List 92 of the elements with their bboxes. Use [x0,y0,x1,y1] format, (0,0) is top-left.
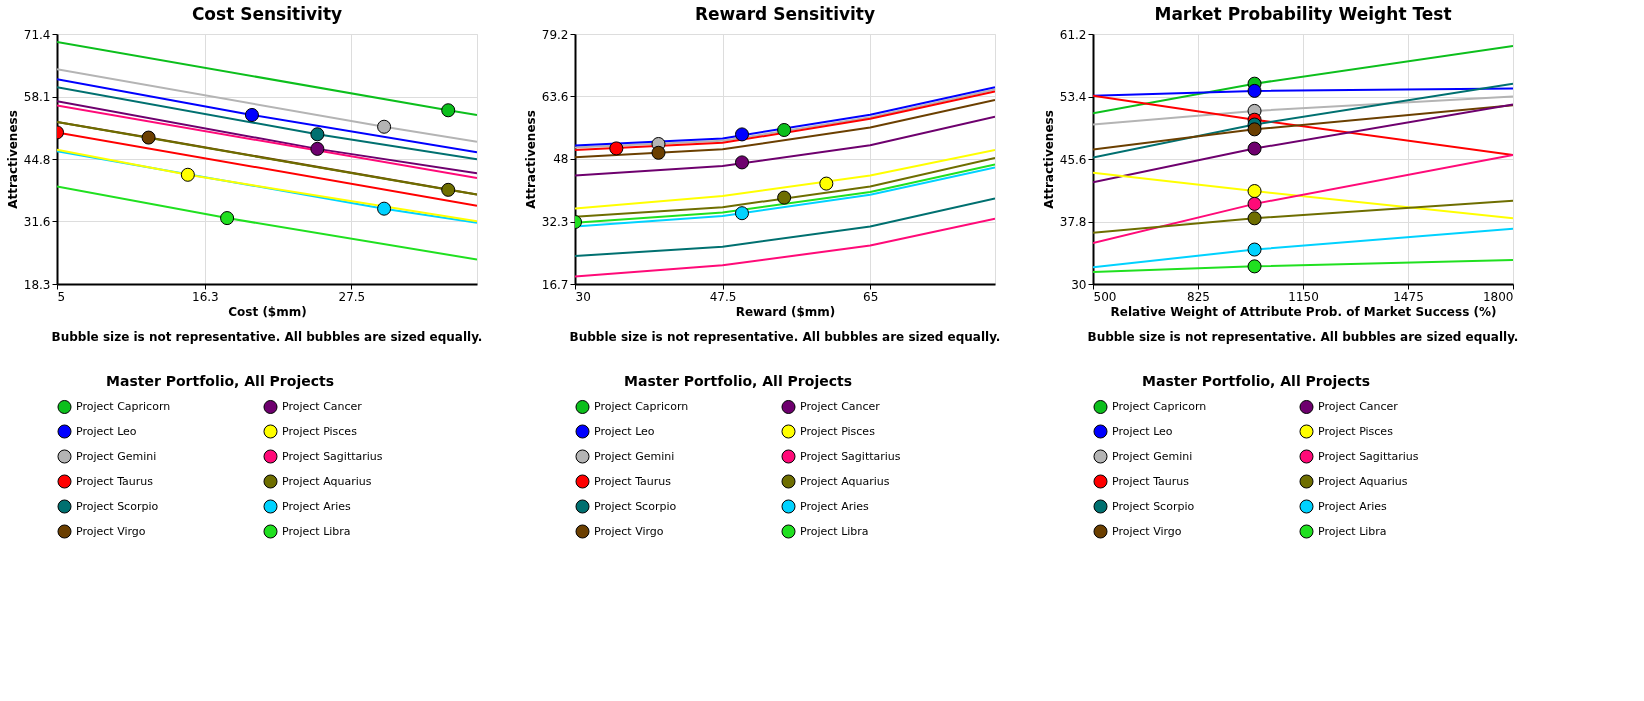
legend-label: Project Virgo [76,524,146,538]
legend-label: Project Pisces [282,424,358,438]
legend-label: Project Scorpio [594,499,677,513]
legend-label: Project Sagittarius [282,449,383,463]
legend-label: Project Capricorn [1112,399,1207,413]
point [377,119,392,134]
y-axis-title: Attractiveness [5,110,20,209]
x-tick-label: 47.5 [709,289,737,304]
x-tick-label: 1475 [1393,289,1424,304]
x-axis-title: Relative Weight of Attribute Prob. of Market Success (%) [1110,304,1497,319]
legend-label: Project Scorpio [1112,499,1195,513]
line-series [575,115,995,177]
legend-label: Project Leo [76,424,137,438]
y-tick-label: 30 [1071,277,1087,292]
text: Bubble size is not representative. All bubbles are sized equally. [1087,330,1519,344]
legend-label: Project Sagittarius [1318,449,1419,463]
line-series [575,217,995,278]
text: Bubble size is not representative. All bubbles are sized equally. [569,330,1001,344]
legend-label: Project Leo [594,424,655,438]
y-tick-label: 18.3 [23,277,51,292]
x-tick-label: 16.3 [191,289,219,304]
line-series [575,99,995,159]
legend-label: Project Pisces [800,424,876,438]
legend-title: Master Portfolio, All Projects [624,373,852,389]
y-tick-label: 48 [553,152,569,167]
y-tick-label: 61.2 [1059,27,1087,42]
legend-label: Project Cancer [800,399,881,413]
x-axis-title: Reward ($mm) [735,304,836,319]
legend-label: Project Virgo [1112,524,1182,538]
x-tick-label: 825 [1187,289,1210,304]
legend-label: Project Gemini [76,449,157,463]
point [441,182,456,197]
x-tick-label: 65 [863,289,879,304]
legend-label: Project Taurus [76,474,154,488]
point [377,201,392,216]
y-axis-title: Attractiveness [523,110,538,209]
y-tick-label: 63.6 [541,89,569,104]
legend-title: Master Portfolio, All Projects [106,373,334,389]
legend-label: Project Aries [800,499,869,513]
x-tick-label: 1150 [1288,289,1319,304]
legend-label: Project Taurus [594,474,672,488]
point [180,167,195,182]
y-tick-label: 32.3 [541,215,569,230]
legend-title: Master Portfolio, All Projects [1142,373,1370,389]
y-tick-label: 44.8 [23,152,51,167]
legend-label: Project Libra [800,524,869,538]
y-tick-label: 37.8 [1059,215,1087,229]
legend-label: Project Gemini [594,449,675,463]
legend-label: Project Leo [1112,424,1173,438]
chart-title: Cost Sensitivity [191,4,343,24]
chart-title: Reward Sensitivity [694,4,876,24]
line-series [575,197,995,257]
y-tick-label: 16.7 [541,277,569,292]
legend-label: Project Aries [1318,499,1387,513]
legend-label: Project Scorpio [76,499,159,513]
legend-label: Project Sagittarius [800,449,901,463]
legend-label: Project Taurus [1112,474,1190,488]
legend-label: Project Virgo [594,524,664,538]
legend-label: Project Capricorn [594,399,689,413]
y-tick-label: 71.4 [23,27,51,42]
point [310,141,325,156]
legend-label: Project Cancer [282,399,363,413]
point [441,103,456,118]
x-tick-label: 5 [57,289,66,304]
x-tick-label: 500 [1093,289,1117,304]
y-tick-label: 58.1 [23,90,51,105]
y-tick-label: 45.6 [1059,152,1087,167]
legend-label: Project Aries [282,499,351,513]
legend-label: Project Capricorn [76,399,171,413]
y-axis-title: Attractiveness [1041,110,1056,209]
legend-label: Project Aquarius [1318,474,1408,488]
x-tick-label: 1800 [1482,289,1514,304]
text: Bubble size is not representative. All bubbles are sized equally. [51,330,483,344]
line-series [575,149,995,210]
point [310,127,325,142]
legend-label: Project Pisces [1318,424,1394,438]
legend-label: Project Aquarius [282,474,372,488]
x-axis-title: Cost ($mm) [228,304,307,319]
y-tick-label: 53.4 [1059,90,1087,104]
x-tick-label: 27.5 [338,289,366,304]
x-tick-label: 30 [575,289,591,304]
y-tick-label: 31.6 [23,214,51,229]
legend-label: Project Cancer [1318,399,1399,413]
legend-label: Project Libra [282,524,351,538]
y-tick-label: 79.2 [541,27,569,42]
point [141,130,156,145]
chart-title: Market Probability Weight Test [1154,4,1452,24]
legend-label: Project Libra [1318,524,1387,538]
point [220,211,235,226]
legend-label: Project Aquarius [800,474,890,488]
point [244,107,259,122]
legend-label: Project Gemini [1112,449,1193,463]
